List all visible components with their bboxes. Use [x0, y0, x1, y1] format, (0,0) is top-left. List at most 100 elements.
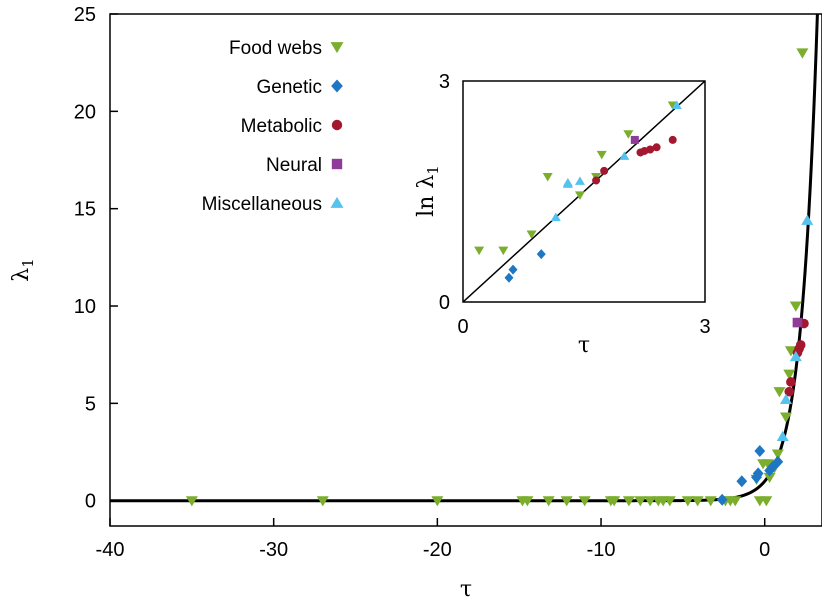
inset-data-point [498, 246, 509, 256]
exponential-curve [110, 14, 819, 503]
x-tick-label: 0 [759, 539, 770, 561]
inset-data-point [574, 176, 585, 185]
legend-label: Neural [266, 155, 322, 176]
data-point [772, 455, 784, 468]
inset-data-point [474, 246, 485, 256]
data-point [792, 317, 803, 328]
data-point [784, 386, 795, 397]
data-point [521, 496, 534, 507]
data-point [578, 496, 591, 507]
y-tick-label: 25 [74, 4, 96, 26]
data-point [771, 449, 784, 460]
data-point [716, 493, 728, 506]
data-point [786, 377, 796, 387]
inset-data-point [600, 166, 609, 175]
data-point [681, 496, 694, 507]
inset-data-point [596, 150, 607, 160]
data-point [773, 387, 786, 398]
inset-data-points [474, 100, 682, 283]
y-tick-label: 20 [74, 101, 96, 123]
data-point [542, 496, 555, 507]
legend-label: Genetic [257, 77, 322, 98]
y-tick-label: 15 [74, 199, 96, 221]
data-point [776, 430, 789, 441]
data-point [760, 496, 773, 507]
data-point [796, 48, 809, 59]
y-tick-label: 0 [85, 491, 96, 513]
y-axis-label: λ1 [9, 258, 37, 282]
inset-x-tick-label: 0 [457, 316, 468, 338]
plot-frame [109, 13, 822, 527]
inset-data-point [536, 249, 546, 260]
inset-data-point [592, 176, 601, 185]
inset-y-axis-label: ln λ1 [414, 165, 442, 217]
data-point [761, 459, 774, 470]
inset-data-point [652, 143, 661, 152]
inset-data-point [630, 135, 639, 144]
inset-x-axis-label: τ [578, 333, 590, 358]
legend-marker [331, 119, 343, 131]
x-axis-label: τ [460, 577, 472, 602]
y-axis: 0 5 10 15 20 25 [74, 4, 118, 513]
x-tick-label: -20 [423, 539, 452, 561]
x-tick-label: -10 [587, 539, 616, 561]
inset-data-point [646, 145, 655, 154]
main-data-points [185, 48, 814, 507]
legend-marker [331, 79, 343, 93]
inset-data-point [550, 212, 561, 222]
data-point [779, 393, 792, 404]
inset-data-point [562, 177, 573, 187]
data-point [431, 496, 444, 507]
data-point [789, 301, 802, 312]
data-point [736, 475, 748, 488]
legend-marker [331, 158, 343, 170]
inset-data-point [668, 135, 677, 144]
data-point [622, 496, 635, 507]
inset-data-point [508, 264, 518, 275]
legend-marker [330, 42, 344, 54]
data-point [801, 214, 814, 225]
data-point [663, 496, 676, 507]
data-point [560, 496, 573, 507]
legend-label: Miscellaneous [202, 194, 322, 215]
inset-data-point [504, 272, 514, 283]
data-point [752, 467, 764, 480]
inset-data-point [619, 151, 630, 160]
legend-marker [330, 196, 344, 208]
data-point [691, 496, 704, 507]
inset-data-point [623, 130, 634, 139]
inset-y-axis: 03 [439, 71, 450, 314]
data-point [704, 496, 717, 507]
data-point [729, 496, 742, 507]
inset-x-tick-label: 3 [699, 316, 710, 338]
legend-label: Food webs [229, 38, 322, 59]
data-point [763, 472, 776, 484]
data-point [789, 350, 802, 362]
data-point [644, 496, 657, 507]
x-axis: -40 -30 -20 -10 0 [96, 518, 770, 561]
data-point [608, 496, 621, 507]
data-point [754, 445, 766, 458]
data-point [779, 412, 792, 423]
inset-data-point [542, 173, 553, 182]
inset-y-tick-label: 3 [439, 71, 450, 93]
inset-data-point [671, 100, 682, 110]
inset-data-point [526, 230, 537, 239]
data-point [634, 496, 647, 507]
legend-label: Metabolic [241, 116, 322, 137]
legend: Food webs Genetic Metabolic Neural Miscellan… [202, 38, 344, 215]
data-point [316, 496, 329, 507]
inset-data-point [574, 191, 585, 200]
y-tick-label: 5 [85, 393, 96, 415]
data-point [795, 340, 806, 350]
data-point [185, 496, 198, 507]
y-tick-label: 10 [74, 296, 96, 318]
data-point [783, 369, 796, 380]
x-tick-label: -40 [96, 539, 125, 561]
inset-y-tick-label: 0 [439, 292, 450, 314]
x-tick-label: -30 [259, 539, 288, 561]
data-point [784, 346, 797, 357]
